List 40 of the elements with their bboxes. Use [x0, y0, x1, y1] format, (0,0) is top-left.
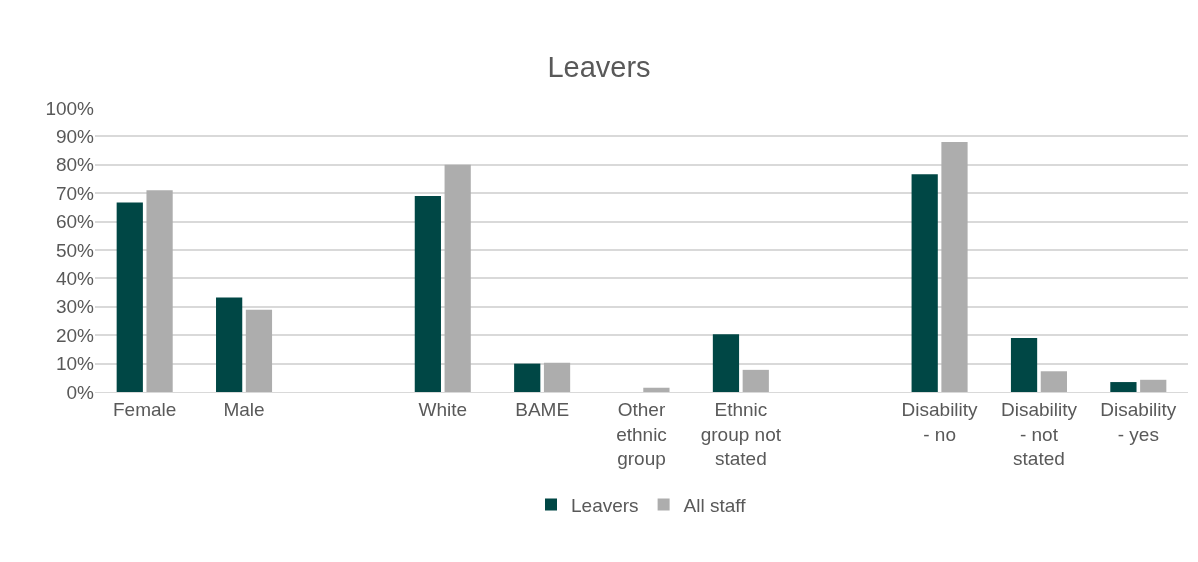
bar	[514, 363, 541, 392]
x-tick-label: White	[418, 398, 468, 420]
bar	[543, 362, 571, 392]
bar	[146, 190, 173, 392]
y-tick-label: 10%	[55, 353, 95, 375]
bar	[911, 174, 938, 392]
chart-title: Leavers	[547, 50, 651, 83]
x-tick-label: BAME	[515, 398, 570, 420]
y-tick-label: 90%	[55, 126, 95, 148]
y-tick-label: 70%	[55, 182, 95, 204]
x-tick-label: Ethnic group not stated	[700, 398, 782, 470]
x-tick-label: Disability - not stated	[1000, 398, 1078, 470]
bar	[414, 196, 441, 392]
bar	[245, 309, 273, 392]
x-tick-label: Female	[113, 398, 177, 420]
bar	[712, 334, 740, 392]
y-tick-label: 0%	[66, 381, 95, 403]
x-tick-label: Disability - no	[901, 398, 979, 445]
bar	[643, 387, 670, 392]
bar	[1040, 371, 1067, 392]
bar	[116, 202, 143, 392]
bar	[1110, 382, 1137, 392]
bar	[941, 142, 968, 392]
x-tick-label: Other ethnic group	[616, 398, 667, 470]
y-tick-label: 60%	[55, 211, 95, 233]
bar	[1140, 379, 1167, 392]
bar	[216, 297, 243, 392]
x-tick-label: Disability - yes	[1100, 398, 1177, 445]
y-tick-label: 20%	[55, 324, 95, 346]
legend-label: Leavers	[571, 494, 639, 516]
y-tick-label: 100%	[45, 97, 95, 119]
bar	[1010, 338, 1038, 392]
y-tick-label: 80%	[55, 154, 95, 176]
bar	[444, 164, 471, 392]
y-tick-label: 40%	[55, 268, 95, 290]
bar	[742, 369, 769, 392]
legend-label: All staff	[683, 494, 747, 516]
x-tick-label: Male	[223, 398, 265, 420]
y-tick-label: 50%	[55, 239, 95, 261]
y-tick-label: 30%	[55, 296, 95, 318]
